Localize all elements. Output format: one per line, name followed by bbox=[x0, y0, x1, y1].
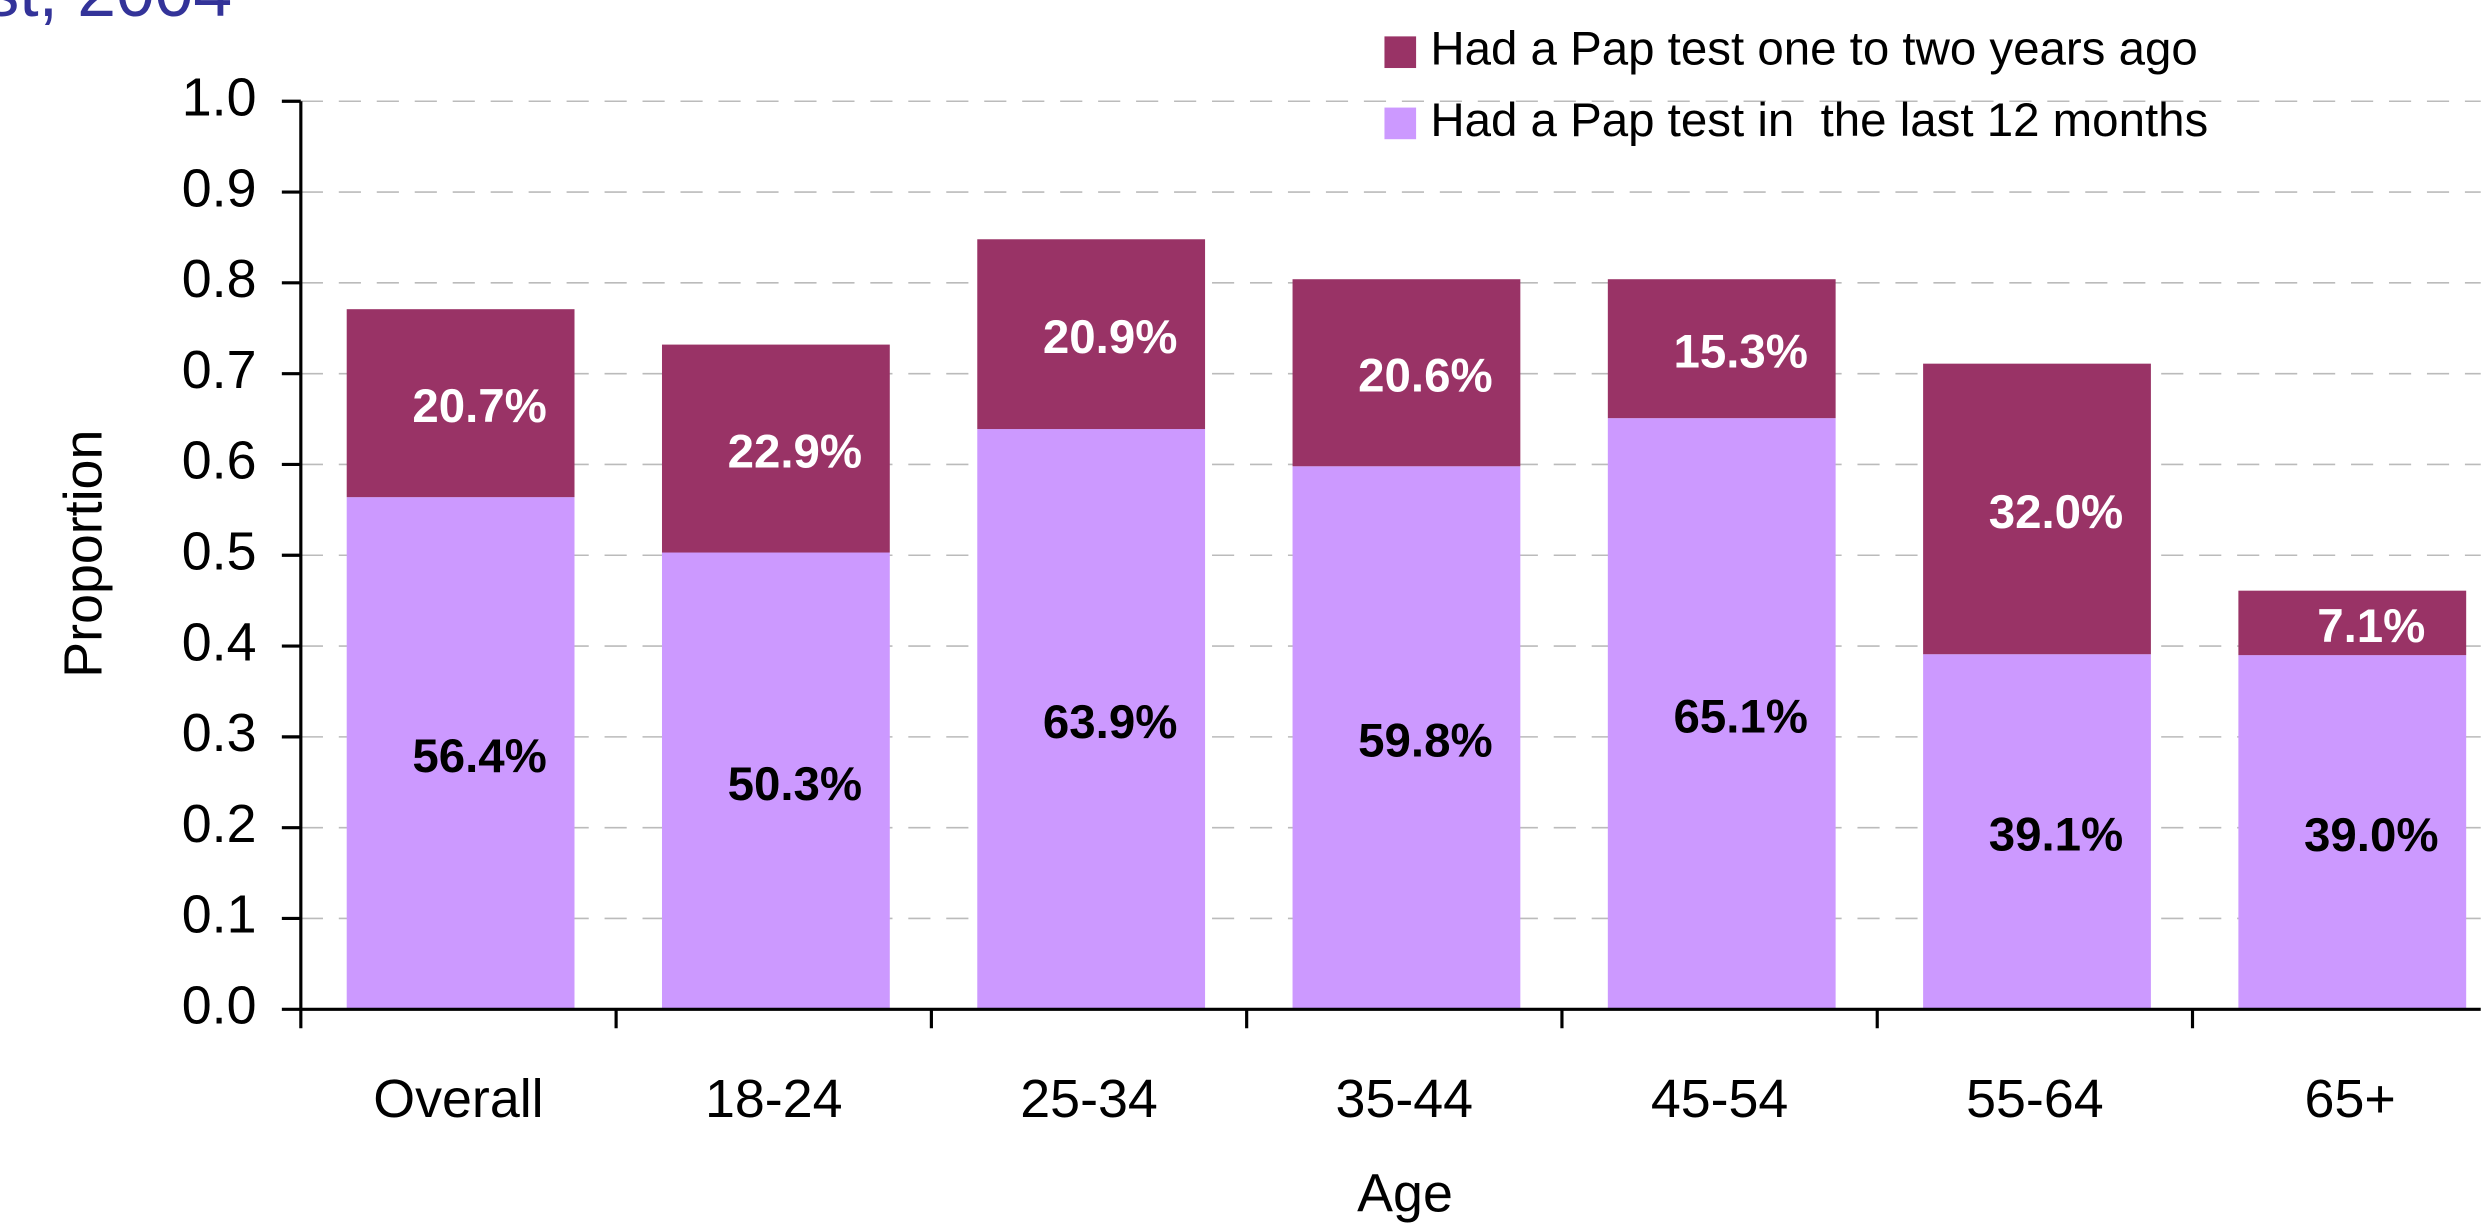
y-tick-label: 0.7 bbox=[182, 340, 257, 400]
x-tick-label: Overall bbox=[373, 1069, 543, 1129]
legend-label: Had a Pap test in the last 12 months bbox=[1430, 94, 2208, 147]
data-label: 39.0% bbox=[2304, 809, 2439, 862]
x-tick-label: 65+ bbox=[2305, 1069, 2396, 1129]
bar-segment bbox=[346, 497, 575, 1010]
y-tick-label: 0.1 bbox=[182, 885, 257, 945]
legend-swatch bbox=[1384, 107, 1417, 140]
data-label: 7.1% bbox=[2317, 600, 2425, 653]
legend-swatch bbox=[1384, 36, 1417, 69]
y-tick-label: 0.2 bbox=[182, 794, 257, 854]
bar-segment bbox=[661, 552, 890, 1010]
x-tick-label: 18-24 bbox=[705, 1069, 843, 1129]
bar-segment bbox=[1292, 279, 1521, 467]
y-tick-label: 0.5 bbox=[182, 521, 257, 581]
legend-label: Had a Pap test one to two years ago bbox=[1430, 23, 2197, 76]
bar-segment bbox=[1607, 279, 1836, 419]
bar-segment bbox=[661, 344, 890, 553]
y-tick-label: 0.4 bbox=[182, 612, 257, 672]
bar-segment bbox=[1292, 466, 1521, 1010]
bar-segment bbox=[977, 239, 1206, 430]
x-axis-label: Age bbox=[1357, 1164, 1453, 1224]
x-tick-label: 35-44 bbox=[1336, 1069, 1474, 1129]
y-tick-label: 0.8 bbox=[182, 249, 257, 309]
data-label: 65.1% bbox=[1673, 691, 1808, 744]
bar-segment bbox=[2238, 655, 2467, 1010]
x-tick-label: 25-34 bbox=[1020, 1069, 1158, 1129]
data-label: 32.0% bbox=[1989, 486, 2124, 539]
data-label: 15.3% bbox=[1673, 326, 1808, 379]
data-label: 59.8% bbox=[1358, 715, 1493, 768]
bar-segment bbox=[1607, 418, 1836, 1010]
data-label: 20.7% bbox=[412, 380, 547, 433]
data-label: 20.9% bbox=[1043, 311, 1178, 364]
x-tick-label: 55-64 bbox=[1966, 1069, 2104, 1129]
bar-segment bbox=[1923, 363, 2151, 655]
data-label: 20.6% bbox=[1358, 350, 1493, 403]
y-tick-label: 1.0 bbox=[182, 67, 257, 127]
y-tick-label: 0.0 bbox=[182, 975, 257, 1035]
y-axis-label: Proportion bbox=[53, 430, 113, 678]
y-tick-label: 0.9 bbox=[182, 158, 257, 218]
data-label: 56.4% bbox=[412, 730, 547, 783]
bar-segment bbox=[346, 309, 575, 498]
x-tick-label: 45-54 bbox=[1651, 1069, 1789, 1129]
chart-title: st, 2004 bbox=[0, 0, 232, 31]
bar-segment bbox=[2238, 590, 2467, 656]
data-label: 63.9% bbox=[1043, 696, 1178, 749]
bar-segment bbox=[977, 429, 1206, 1010]
data-label: 39.1% bbox=[1989, 809, 2124, 862]
data-label: 50.3% bbox=[728, 758, 863, 811]
data-label: 22.9% bbox=[728, 425, 863, 478]
y-tick-label: 0.3 bbox=[182, 703, 257, 763]
y-tick-label: 0.6 bbox=[182, 431, 257, 491]
bar-segment bbox=[1923, 654, 2151, 1010]
